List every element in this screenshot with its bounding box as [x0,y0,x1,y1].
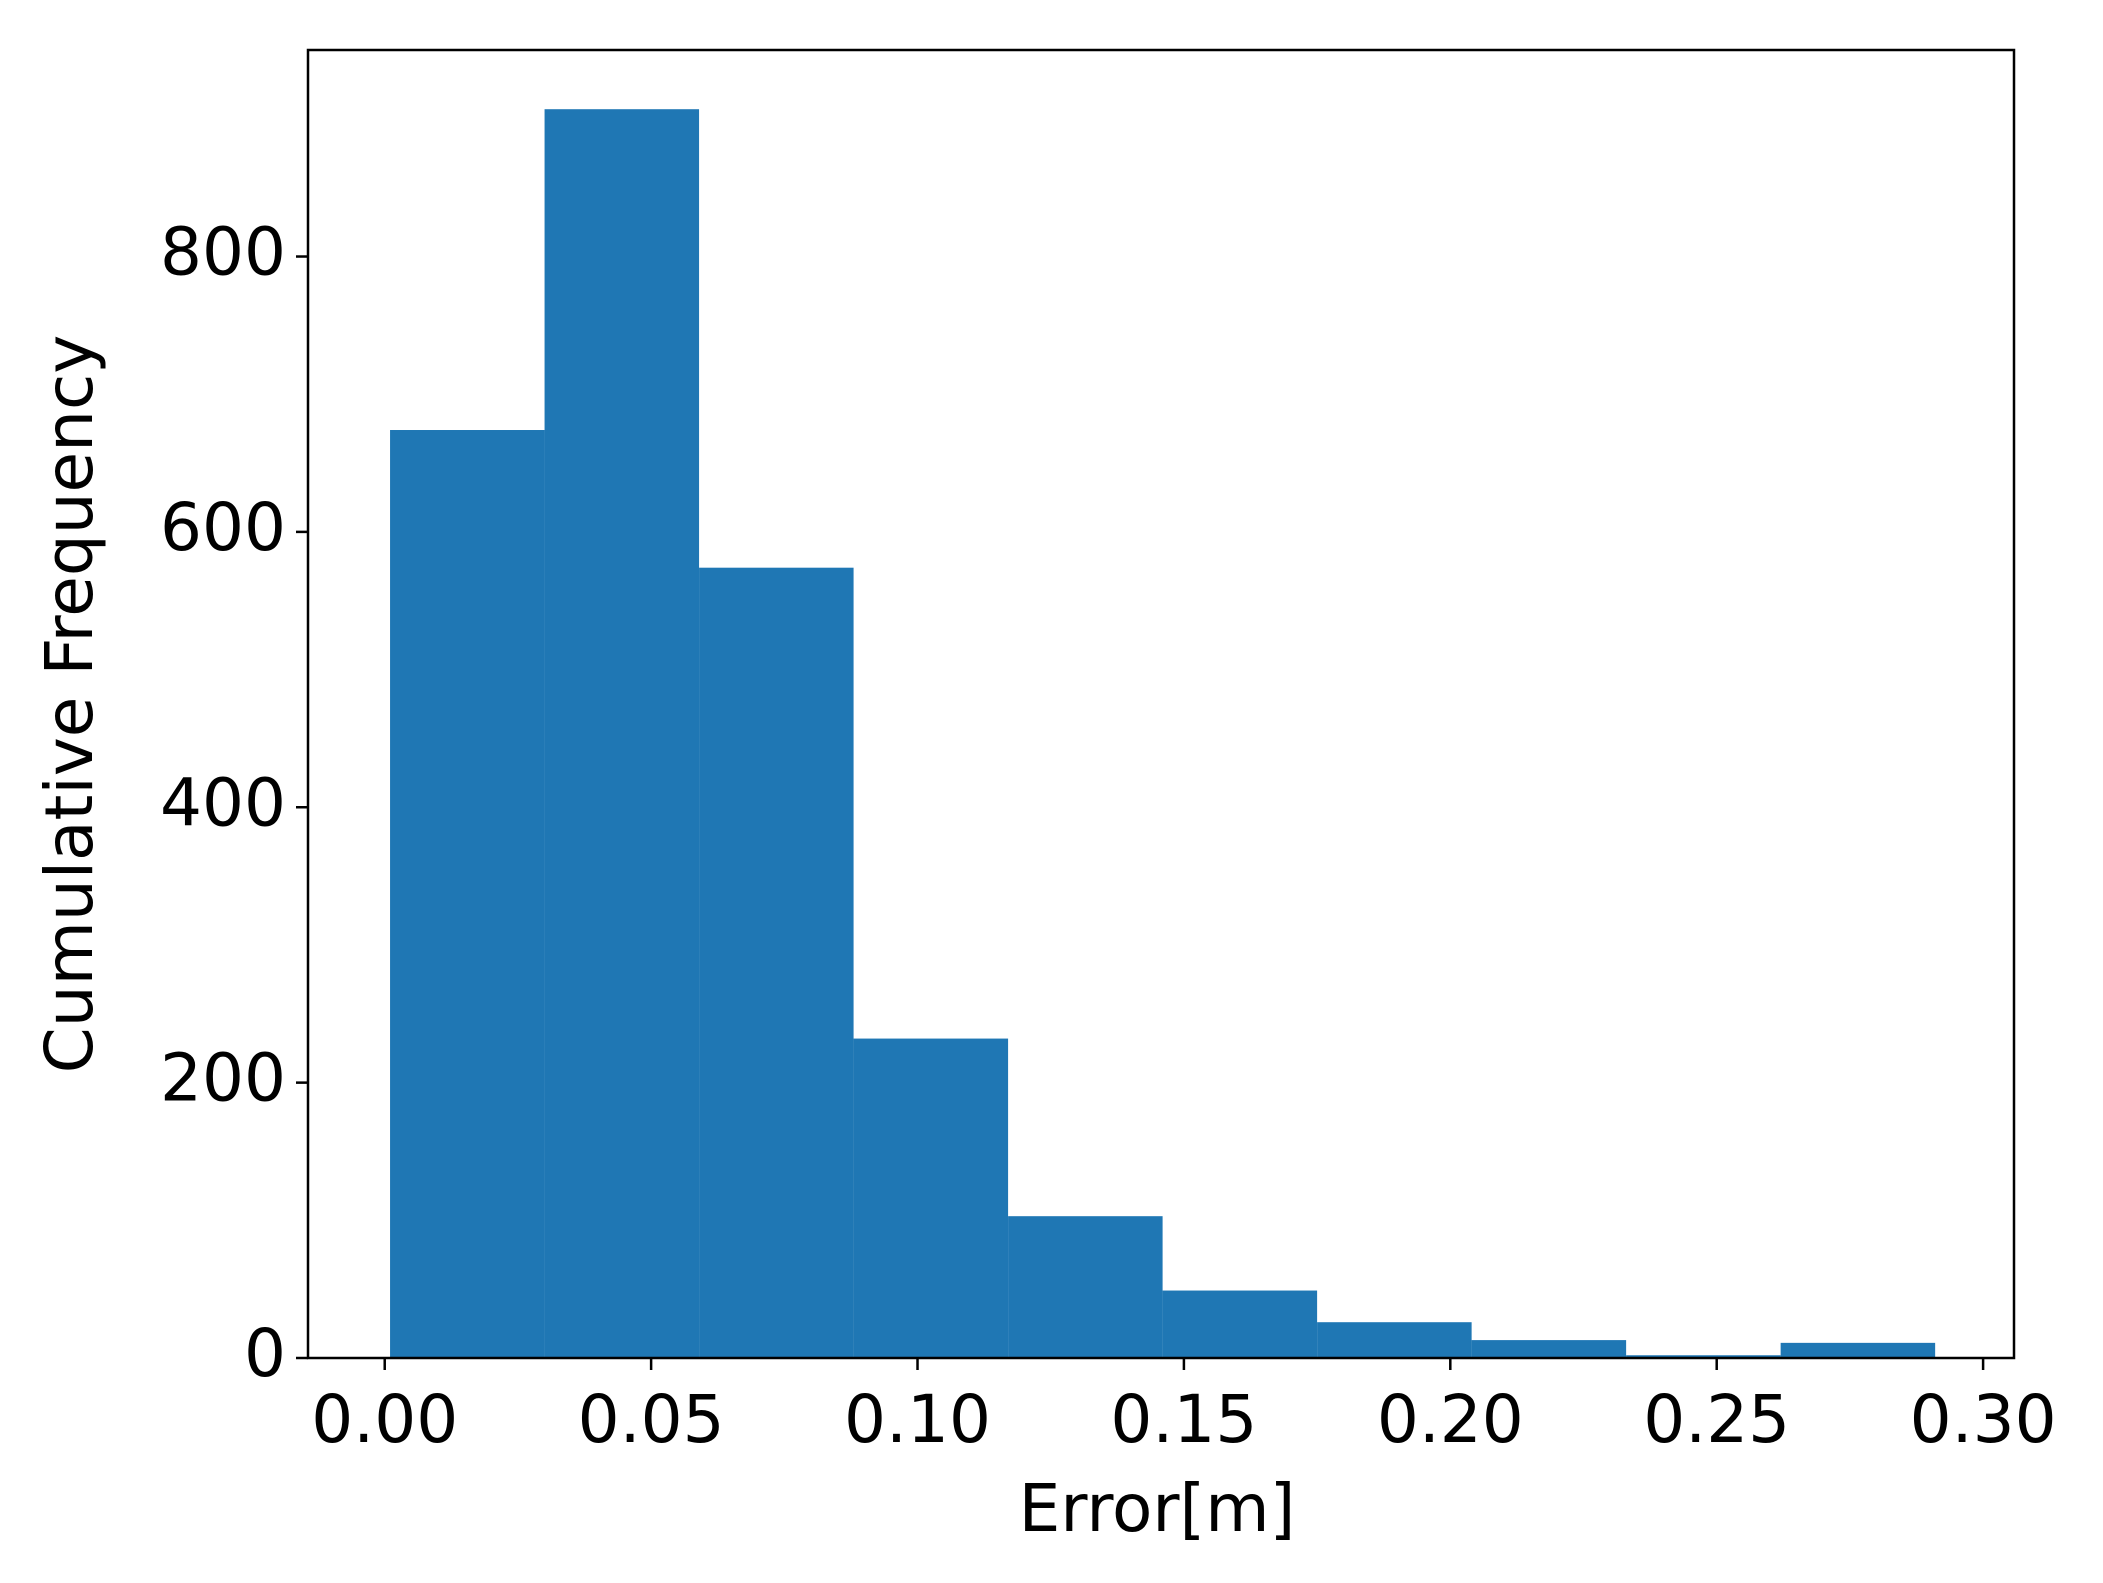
bar [1317,1322,1472,1358]
y-tick-label: 600 [160,489,286,566]
x-tick-label: 0.00 [311,1381,458,1458]
bar [699,567,854,1358]
x-axis-label: Error[m] [1019,1470,1296,1547]
bar [1162,1290,1318,1358]
plot-frame [306,48,2016,1360]
bar [544,109,700,1358]
y-tick-label: 0 [244,1315,286,1392]
x-tick-label: 0.10 [844,1381,991,1458]
bar [1008,1216,1163,1358]
x-tick-label: 0.15 [1110,1381,1257,1458]
bar [390,430,545,1358]
y-tick-label: 800 [160,214,286,291]
bar [1471,1340,1627,1358]
x-tick-label: 0.30 [1910,1381,2057,1458]
x-tick-label: 0.25 [1643,1381,1790,1458]
y-tick-label: 400 [160,764,286,841]
y-axis-label: Cumulative Frequency [31,335,108,1074]
bar [853,1038,1009,1358]
x-tick-label: 0.05 [578,1381,725,1458]
x-tick-label: 0.20 [1377,1381,1524,1458]
bar [1780,1342,1936,1358]
y-tick-label: 200 [160,1040,286,1117]
bar [1626,1355,1781,1358]
